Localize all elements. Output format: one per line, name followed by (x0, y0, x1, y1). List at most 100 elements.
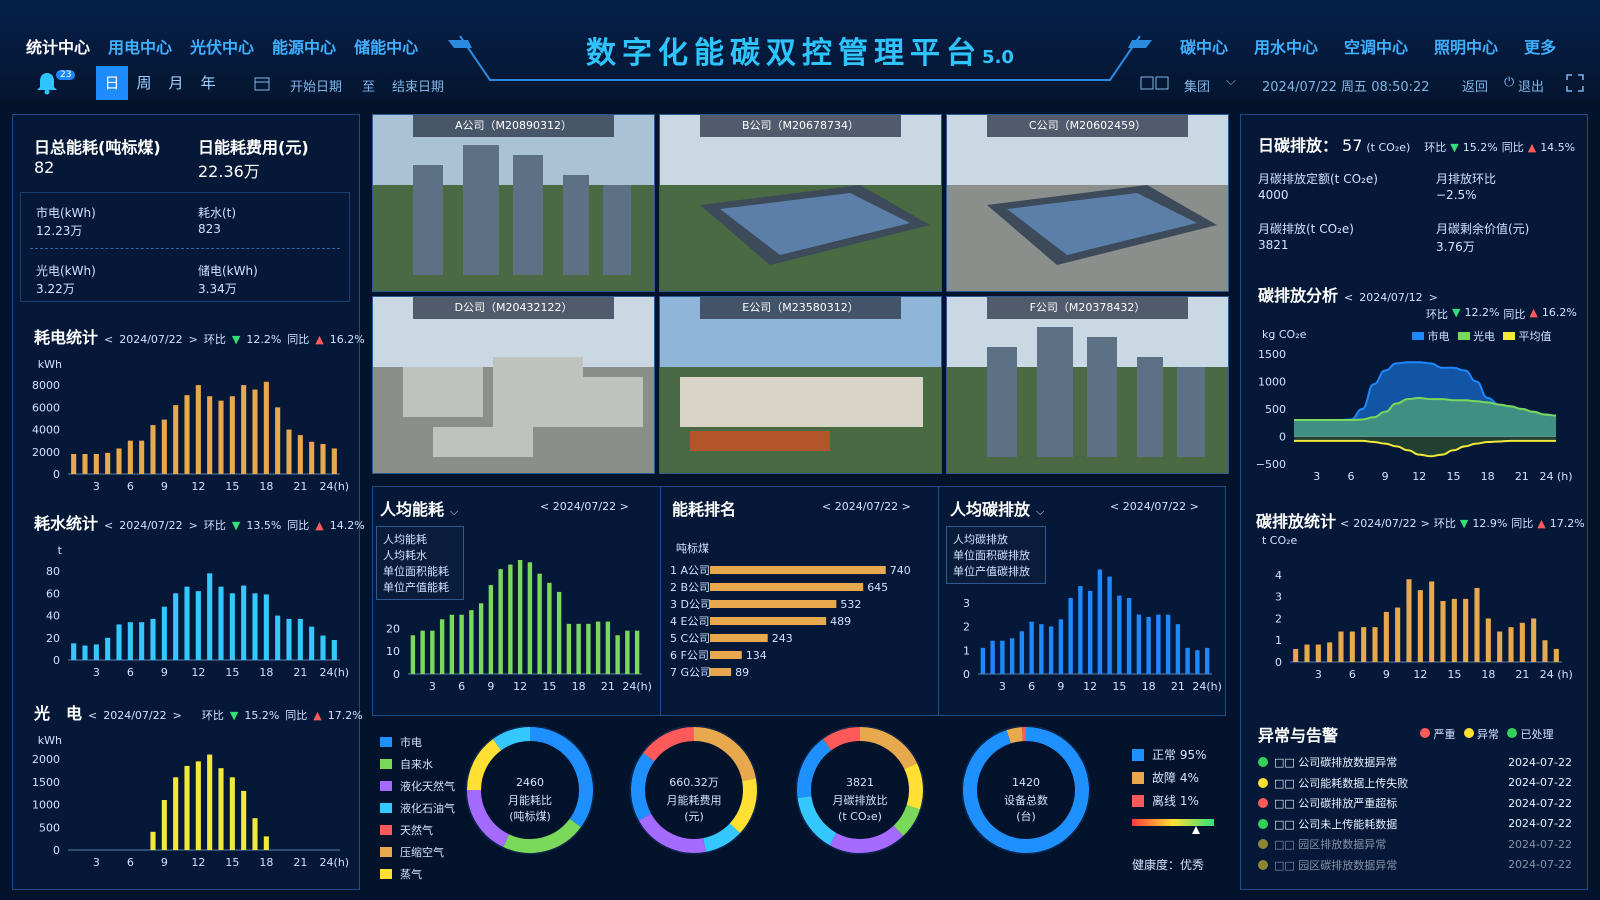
donut-outer-ring (465, 726, 595, 855)
alarm-row[interactable]: □□ 公司碳排放数据异常 2024-07-22 (1258, 752, 1572, 773)
alarm-row[interactable]: □□ 园区排放数据异常 2024-07-22 (1258, 834, 1572, 855)
health-label: 健康度： (1132, 858, 1181, 872)
alarm-row[interactable]: □□ 公司能耗数据上传失败 2024-07-22 (1258, 773, 1572, 794)
nav-energy-center[interactable]: 能源中心 (272, 38, 337, 57)
nav-carbon-center[interactable]: 碳中心 (1180, 38, 1229, 57)
bar (1087, 590, 1093, 674)
x-tick-label: 15 (1112, 680, 1126, 693)
fullscreen-icon[interactable] (1566, 74, 1584, 92)
alarm-row[interactable]: □□ 公司碳排放严重超标 2024-07-22 (1258, 793, 1572, 814)
date-next-icon[interactable]: > (898, 500, 911, 513)
donut-slice (1006, 727, 1024, 744)
x-tick-label: 12 (191, 480, 205, 493)
nav-lighting-center[interactable]: 照明中心 (1434, 38, 1499, 57)
power-icon[interactable]: ⏻ (1504, 75, 1515, 90)
menu-item[interactable]: 单位面积能耗 (383, 565, 449, 578)
site-photo[interactable]: A公司（M20890312） (372, 114, 655, 292)
legend-swatch (1412, 332, 1424, 340)
y-tick-label: 3 (1275, 591, 1282, 604)
per-capita-title[interactable]: 人均能耗 (380, 500, 445, 519)
legend-label: 严重 (1433, 728, 1456, 741)
back-button[interactable]: 返回 (1462, 80, 1489, 95)
start-date-input[interactable]: 开始日期 (290, 80, 343, 95)
title-frame (448, 35, 1152, 81)
daily-mom-value: 15.2% (1462, 141, 1498, 154)
date-next-icon[interactable]: > (616, 500, 629, 513)
legend-pv: 光电 (1457, 328, 1495, 344)
date-prev-icon[interactable]: < (1344, 291, 1354, 304)
nav-more[interactable]: 更多 (1524, 38, 1557, 57)
alarm-row[interactable]: □□ 园区碳排放数据异常 2024-07-22 (1258, 855, 1572, 876)
date-next-icon[interactable]: > (1186, 500, 1199, 513)
date-next-icon[interactable]: > (188, 519, 198, 532)
site-photo[interactable]: C公司（M20602459） (946, 114, 1229, 292)
per-carbon-header: 人均碳排放 ⌵ (950, 496, 1044, 520)
legend-label: 自来水 (400, 758, 433, 771)
menu-item[interactable]: 单位产值碳排放 (953, 565, 1030, 578)
date-next-icon[interactable]: > (1420, 517, 1430, 530)
tab-day[interactable]: 日 (96, 66, 128, 100)
date-prev-icon[interactable]: < (88, 709, 98, 722)
date-next-icon[interactable]: > (172, 709, 182, 722)
x-tick-label: 21 (293, 666, 307, 679)
nav-hvac-center[interactable]: 空调中心 (1344, 38, 1409, 57)
end-date-input[interactable]: 结束日期 (392, 80, 445, 95)
nav-storage-center[interactable]: 储能中心 (354, 38, 419, 57)
x-tick-label: 18 (259, 480, 273, 493)
nav-pv-center[interactable]: 光伏中心 (190, 38, 255, 57)
site-photo[interactable]: F公司（M20378432） (946, 296, 1229, 474)
tab-month[interactable]: 月 (168, 74, 184, 92)
per-carbon-title[interactable]: 人均碳排放 (950, 500, 1031, 519)
layout-toggle-icon[interactable] (1140, 76, 1170, 90)
date-prev-icon[interactable]: < (1340, 517, 1350, 530)
date-next-icon[interactable]: > (188, 333, 198, 346)
photo-building (413, 165, 443, 275)
date-prev-icon[interactable]: < (104, 519, 114, 532)
nav-stats-center[interactable]: 统计中心 (26, 38, 91, 57)
device-status-legend: 正常 95% 故障 4% 离线 1% (1132, 746, 1214, 834)
per-capita-header: 人均能耗 ⌵ (380, 496, 458, 520)
photo-building (1037, 327, 1073, 457)
legend-label: 平均值 (1518, 330, 1552, 343)
chevron-down-icon[interactable]: ⌵ (1226, 74, 1236, 89)
current-datetime: 2024/07/22 周五 08:50:22 (1262, 80, 1430, 95)
photo-building (403, 367, 483, 417)
ranking-title: 能耗排名 (672, 500, 737, 519)
menu-item[interactable]: 人均碳排放 (953, 533, 1008, 546)
tab-year[interactable]: 年 (200, 74, 216, 92)
bar (309, 626, 315, 660)
date-prev-icon[interactable]: < (104, 333, 114, 346)
chevron-down-icon[interactable]: ⌵ (1036, 505, 1045, 518)
ranking-unit: 吨标煤 (676, 542, 709, 555)
legend-label: 压缩空气 (400, 846, 444, 859)
bell-icon[interactable] (34, 70, 60, 96)
menu-item[interactable]: 单位产值能耗 (383, 581, 449, 594)
x-tick-label: 12 (1412, 470, 1426, 483)
date-prev-icon[interactable]: < (1110, 500, 1123, 513)
ranking-name: 1 A公司 (670, 564, 710, 577)
chevron-down-icon[interactable]: ⌵ (450, 505, 459, 518)
date-prev-icon[interactable]: < (822, 500, 835, 513)
date-next-icon[interactable]: > (1428, 291, 1438, 304)
logout-button[interactable]: 退出 (1518, 80, 1545, 95)
bar (229, 777, 235, 850)
group-select[interactable]: 集团 (1184, 80, 1211, 95)
analysis-header: 碳排放分析 < 2024/07/12 > (1258, 282, 1438, 306)
date-prev-icon[interactable]: < (540, 500, 553, 513)
calendar-icon[interactable] (254, 76, 270, 91)
alarm-row[interactable]: □□ 公司未上传能耗数据 2024-07-22 (1258, 814, 1572, 835)
power-date: 2024/07/22 (119, 333, 183, 346)
alarm-list: □□ 公司碳排放数据异常 2024-07-22 □□ 公司能耗数据上传失败 2024-… (1258, 752, 1572, 875)
y-tick-label: 8000 (32, 379, 60, 392)
pv-yoy-value: 17.2% (327, 709, 363, 722)
nav-water-center[interactable]: 用水中心 (1254, 38, 1319, 57)
menu-item[interactable]: 人均能耗 (383, 533, 427, 546)
alarm-text: □□ 公司未上传能耗数据 (1274, 817, 1398, 831)
site-photo[interactable]: E公司（M23580312） (659, 296, 942, 474)
menu-item[interactable]: 人均耗水 (383, 549, 427, 562)
nav-power-center[interactable]: 用电中心 (108, 38, 173, 57)
site-photo[interactable]: B公司（M20678734） (659, 114, 942, 292)
menu-item[interactable]: 单位面积碳排放 (953, 549, 1030, 562)
site-photo[interactable]: D公司（M20432122） (372, 296, 655, 474)
tab-week[interactable]: 周 (136, 74, 152, 92)
